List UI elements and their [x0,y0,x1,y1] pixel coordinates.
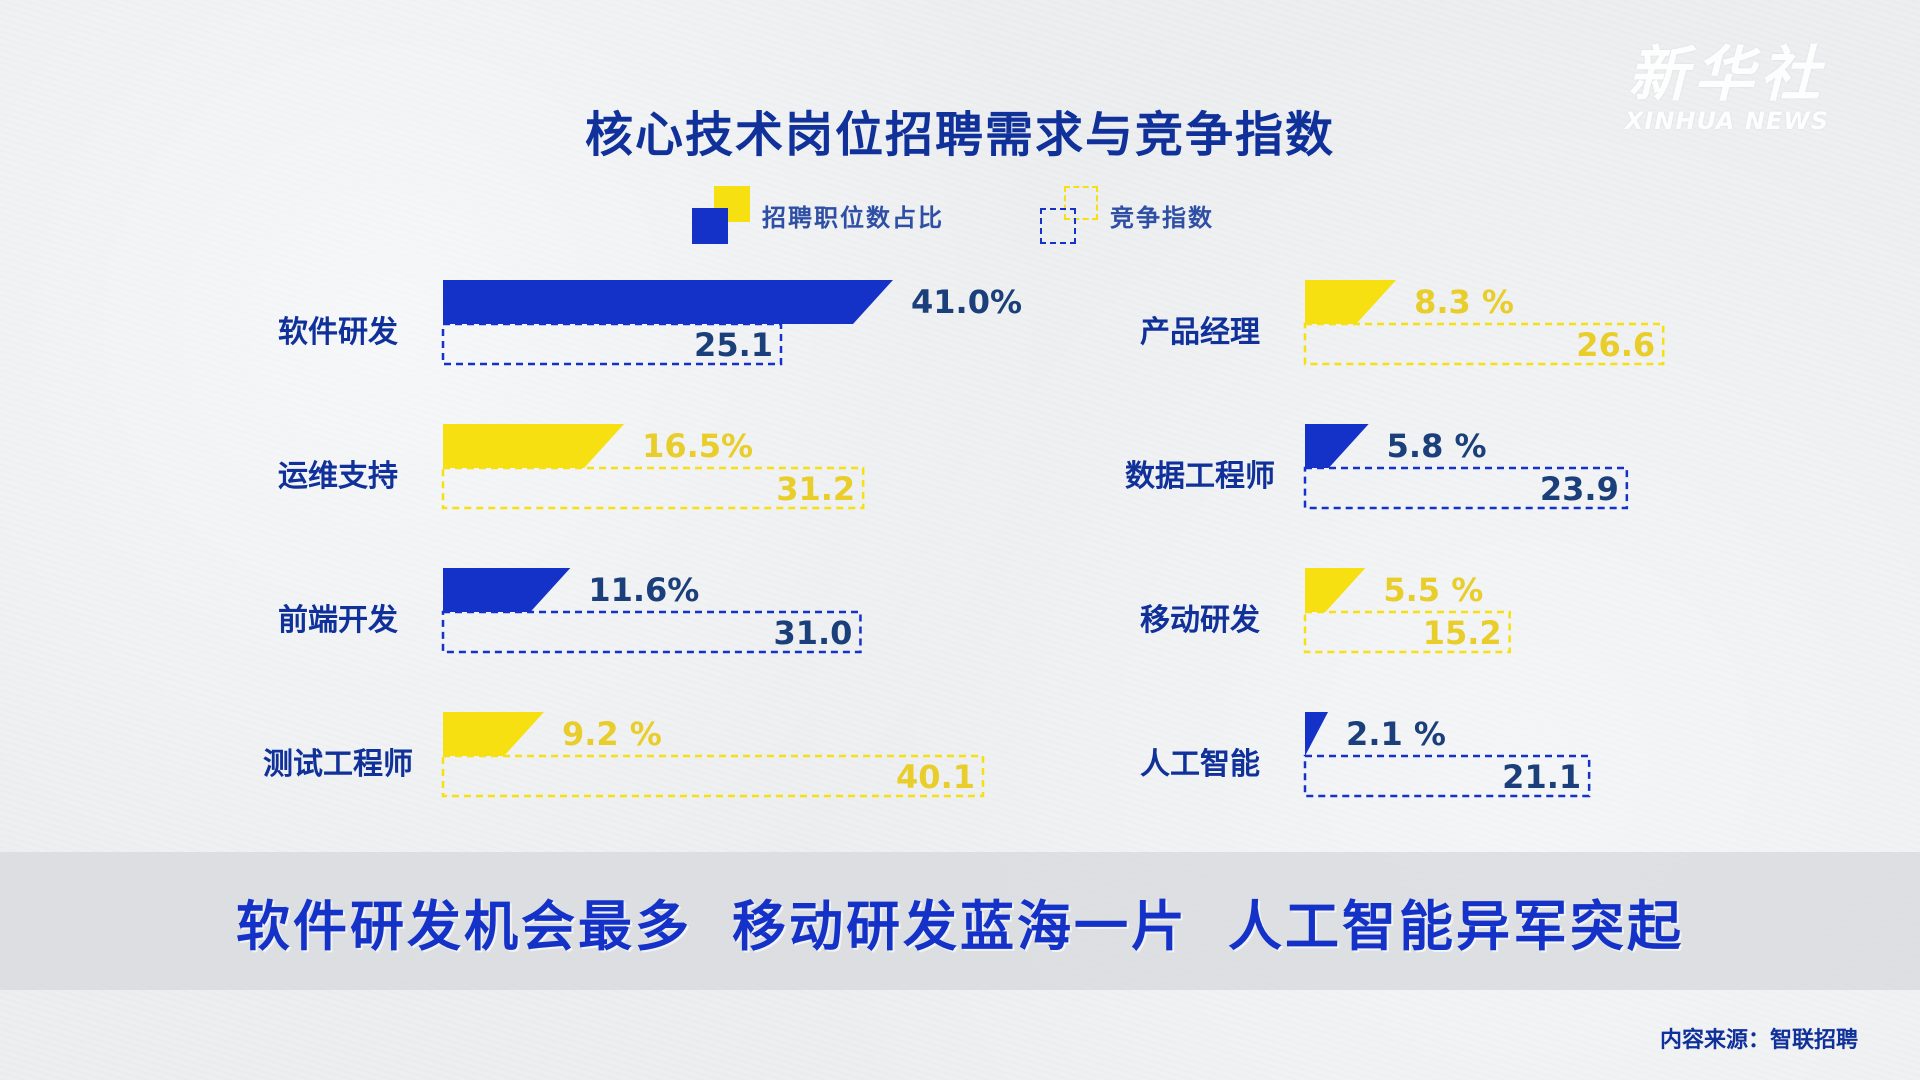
index-value-label: 26.6 [1576,326,1655,364]
index-bar [1303,754,1591,798]
share-bar [1305,280,1397,324]
index-value-label: 31.2 [776,470,855,508]
headline-2: 移动研发蓝海一片 [732,894,1188,958]
headline-banner: 软件研发机会最多 移动研发蓝海一片 人工智能异军突起 [0,852,1920,990]
legend-share-label: 招聘职位数占比 [762,203,944,232]
category-label: 产品经理 [1140,315,1260,350]
legend-competition: 竞争指数 [1040,186,1214,244]
category-label: 运维支持 [278,459,398,494]
share-value-label: 11.6% [588,571,699,609]
category-label: 测试工程师 [263,747,413,782]
index-bar [441,610,862,654]
share-value-label: 41.0% [911,283,1022,321]
headline-1: 软件研发机会最多 [236,894,692,958]
share-bar [1305,712,1329,756]
legend: 招聘职位数占比 竞争指数 [0,186,1920,246]
category-label: 软件研发 [278,315,398,350]
share-bar [1305,424,1369,468]
index-value-label: 40.1 [896,758,975,796]
share-bar [443,424,625,468]
index-value-label: 31.0 [773,614,852,652]
category-label: 人工智能 [1140,747,1260,782]
share-value-label: 9.2 % [562,715,662,753]
headline-3: 人工智能异军突起 [1228,894,1684,958]
index-bar [441,754,985,798]
share-value-label: 5.8 % [1387,427,1487,465]
share-value-label: 16.5% [642,427,753,465]
index-bar [441,466,865,510]
category-label: 移动研发 [1140,603,1260,638]
share-bar [443,280,893,324]
share-value-label: 8.3 % [1414,283,1514,321]
chart-title: 核心技术岗位招聘需求与竞争指数 [584,107,1335,163]
index-bar [1303,610,1511,654]
index-bar [441,322,783,366]
category-label: 前端开发 [278,603,398,638]
logo-en: XINHUA NEWS [1624,107,1830,135]
legend-competition-swatch [1040,186,1098,244]
index-value-label: 23.9 [1540,470,1619,508]
logo-cn: 新华社 [1628,40,1826,110]
xinhua-logo: 新华社 XINHUA NEWS [1612,42,1842,134]
category-label: 数据工程师 [1125,459,1275,494]
index-value-label: 25.1 [694,326,773,364]
share-bar [443,712,544,756]
legend-share-swatch [692,186,750,244]
index-value-label: 21.1 [1502,758,1581,796]
share-bar [443,568,571,612]
source-note: 内容来源：智联招聘 [1659,1028,1858,1053]
share-bar [1305,568,1366,612]
index-value-label: 15.2 [1423,614,1502,652]
share-value-label: 5.5 % [1383,571,1483,609]
legend-competition-label: 竞争指数 [1110,203,1214,232]
index-bar [1303,322,1665,366]
legend-share: 招聘职位数占比 [692,186,944,244]
share-value-label: 2.1 % [1346,715,1446,753]
index-bar [1303,466,1629,510]
